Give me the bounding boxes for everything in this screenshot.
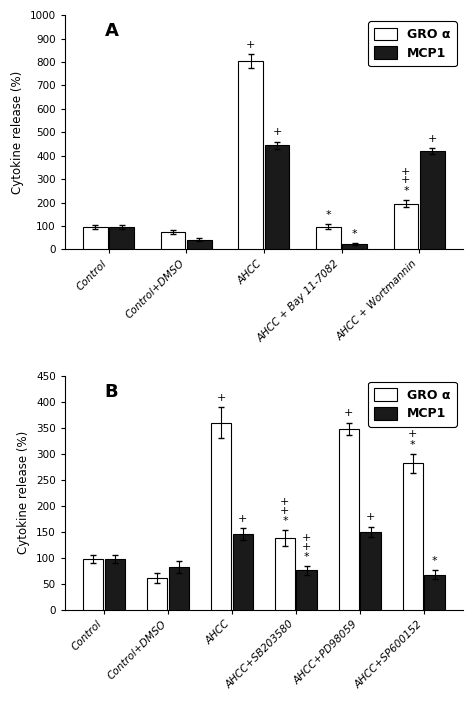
Bar xyxy=(338,429,359,610)
Bar xyxy=(105,559,125,610)
Text: *: * xyxy=(403,186,409,196)
Bar xyxy=(420,151,445,249)
Bar xyxy=(238,61,263,249)
Text: +
+: + + xyxy=(408,420,418,439)
Text: +: + xyxy=(428,134,437,144)
Bar xyxy=(316,227,341,249)
Bar xyxy=(342,244,367,249)
Bar xyxy=(147,578,167,610)
Bar xyxy=(83,227,108,249)
Y-axis label: Cytokine release (%): Cytokine release (%) xyxy=(11,71,24,194)
Bar xyxy=(233,534,253,610)
Text: *: * xyxy=(282,516,288,526)
Text: B: B xyxy=(105,383,118,401)
Bar xyxy=(424,575,445,610)
Legend: GRO α, MCP1: GRO α, MCP1 xyxy=(368,382,456,427)
Text: +
+: + + xyxy=(280,497,290,515)
Text: *: * xyxy=(352,229,357,239)
Bar xyxy=(109,227,134,249)
Legend: GRO α, MCP1: GRO α, MCP1 xyxy=(368,21,456,66)
Text: +: + xyxy=(366,512,375,522)
Text: +: + xyxy=(246,39,255,50)
Bar xyxy=(275,538,295,610)
Bar xyxy=(83,559,103,610)
Bar xyxy=(296,571,317,610)
Bar xyxy=(161,232,185,249)
Bar xyxy=(402,463,423,610)
Text: +: + xyxy=(216,392,226,403)
Text: *: * xyxy=(432,556,438,567)
Text: +: + xyxy=(273,127,282,138)
Text: +
+: + + xyxy=(401,166,410,185)
Text: +: + xyxy=(344,409,354,418)
Bar xyxy=(211,423,231,610)
Text: *: * xyxy=(326,210,331,220)
Text: A: A xyxy=(105,22,118,40)
Text: +
+: + + xyxy=(302,533,311,552)
Bar xyxy=(393,204,419,249)
Bar xyxy=(187,239,212,249)
Text: +: + xyxy=(238,514,247,524)
Text: *: * xyxy=(304,552,310,562)
Text: *: * xyxy=(410,439,416,449)
Bar xyxy=(169,567,189,610)
Y-axis label: Cytokine release (%): Cytokine release (%) xyxy=(18,431,30,555)
Bar xyxy=(264,145,290,249)
Bar xyxy=(360,532,381,610)
